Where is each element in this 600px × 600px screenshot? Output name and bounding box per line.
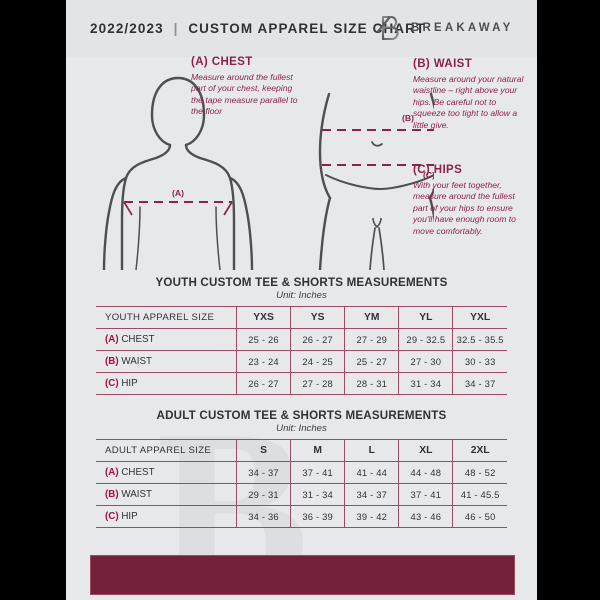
table-cell: 48 - 52 — [452, 461, 507, 484]
chest-heading: (A) CHEST — [191, 56, 253, 68]
table-cell: 34 - 37 — [452, 372, 507, 395]
hips-description-block: (C) HIPS With your feet together, measur… — [413, 164, 530, 237]
table-cell: 26 - 27 — [290, 328, 346, 351]
youth-row-label-waist: (B) WAIST — [96, 350, 237, 373]
table-cell: 34 - 36 — [236, 505, 292, 528]
table-cell: 27 - 29 — [344, 328, 400, 351]
footer-banner — [90, 555, 515, 595]
upper-body-figure — [102, 76, 254, 270]
table-cell: 34 - 37 — [236, 461, 292, 484]
adult-row-label-chest: (A) CHEST — [96, 461, 237, 484]
table-cell: 37 - 41 — [398, 483, 454, 506]
brand-lockup: BREAKAWAY — [376, 13, 514, 43]
youth-table-unit: Unit: Inches — [276, 290, 327, 301]
youth-size-col-4: YL — [398, 306, 454, 329]
table-cell: 41 - 45.5 — [452, 483, 507, 506]
table-cell: 31 - 34 — [290, 483, 346, 506]
youth-row-label-hip: (C) HIP — [96, 372, 237, 395]
table-cell: 30 - 33 — [452, 350, 507, 373]
table-cell: 37 - 41 — [290, 461, 346, 484]
youth-row-label-chest: (A) CHEST — [96, 328, 237, 351]
waist-description-block: (B) WAIST Measure around your natural wa… — [413, 58, 528, 131]
table-cell: 44 - 48 — [398, 461, 454, 484]
header-title-group: 2022/2023 | CUSTOM APPAREL SIZE CHART — [90, 21, 425, 36]
table-cell: 25 - 27 — [344, 350, 400, 373]
youth-table-title: YOUTH CUSTOM TEE & SHORTS MEASUREMENTS — [155, 276, 448, 289]
table-cell: 29 - 32.5 — [398, 328, 454, 351]
table-row: (B) WAIST 29 - 31 31 - 34 34 - 37 37 - 4… — [96, 483, 507, 506]
adult-row-label-hip: (C) HIP — [96, 505, 237, 528]
youth-size-col-2: YS — [290, 306, 346, 329]
table-cell: 41 - 44 — [344, 461, 400, 484]
table-cell: 24 - 25 — [290, 350, 346, 373]
chest-measure-line — [123, 200, 233, 216]
body-measurement-illustration: (A) (B) (C) — [102, 76, 434, 270]
figure-marker-waist: (B) — [402, 113, 414, 123]
hips-body: With your feet together, measure around … — [413, 180, 516, 236]
table-cell: 23 - 24 — [236, 350, 292, 373]
table-cell: 43 - 46 — [398, 505, 454, 528]
hips-heading: (C) HIPS — [413, 164, 463, 176]
adult-header-label: ADULT APPAREL SIZE — [96, 439, 237, 462]
adult-table-title: ADULT CUSTOM TEE & SHORTS MEASUREMENTS — [156, 409, 447, 422]
youth-size-col-1: YXS — [236, 306, 292, 329]
table-cell: 36 - 39 — [290, 505, 346, 528]
table-row: (A) CHEST 34 - 37 37 - 41 41 - 44 44 - 4… — [96, 461, 507, 484]
adult-size-table: ADULT APPAREL SIZE S M L XL 2XL (A) CHES… — [96, 439, 507, 528]
table-cell: 25 - 26 — [236, 328, 292, 351]
table-cell: 46 - 50 — [452, 505, 507, 528]
table-cell: 34 - 37 — [344, 483, 400, 506]
table-row: (C) HIP 34 - 36 36 - 39 39 - 42 43 - 46 … — [96, 505, 507, 528]
chest-description-block: (A) CHEST Measure around the fullest par… — [191, 56, 303, 118]
breakaway-b-logo-icon — [376, 15, 399, 42]
adult-table-section: ADULT CUSTOM TEE & SHORTS MEASUREMENTS U… — [96, 409, 507, 528]
table-cell: 27 - 30 — [398, 350, 454, 373]
table-cell: 31 - 34 — [398, 372, 454, 395]
adult-size-col-4: XL — [398, 439, 454, 462]
table-cell: 29 - 31 — [236, 483, 292, 506]
brand-name: BREAKAWAY — [411, 22, 514, 34]
navel-icon — [371, 141, 383, 147]
table-row: (C) HIP 26 - 27 27 - 28 28 - 31 31 - 34 … — [96, 372, 507, 395]
figure-marker-chest: (A) — [172, 188, 184, 198]
youth-table-header-row: YOUTH APPAREL SIZE YXS YS YM YL YXL — [96, 306, 507, 329]
table-row: (A) CHEST 25 - 26 26 - 27 27 - 29 29 - 3… — [96, 328, 507, 351]
adult-size-col-1: S — [236, 439, 292, 462]
table-cell: 27 - 28 — [290, 372, 346, 395]
chest-body: Measure around the fullest part of your … — [191, 72, 298, 117]
lower-body-figure — [318, 92, 434, 270]
table-cell: 28 - 31 — [344, 372, 400, 395]
page-header: 2022/2023 | CUSTOM APPAREL SIZE CHART — [66, 0, 537, 57]
youth-table-section: YOUTH CUSTOM TEE & SHORTS MEASUREMENTS U… — [96, 276, 507, 395]
size-chart-page: B 2022/2023 | CUSTOM APPAREL SIZE CHART — [66, 0, 537, 600]
adult-size-col-3: L — [344, 439, 400, 462]
header-separator: | — [173, 21, 179, 36]
page-title: CUSTOM APPAREL SIZE CHART — [188, 21, 426, 36]
adult-table-header-row: ADULT APPAREL SIZE S M L XL 2XL — [96, 439, 507, 462]
header-season: 2022/2023 — [90, 21, 164, 36]
waist-heading: (B) WAIST — [413, 58, 473, 70]
table-cell: 32.5 - 35.5 — [452, 328, 507, 351]
table-cell: 26 - 27 — [236, 372, 292, 395]
adult-size-col-5: 2XL — [452, 439, 507, 462]
figure-marker-hips: (C) — [423, 170, 434, 180]
youth-size-table: YOUTH APPAREL SIZE YXS YS YM YL YXL (A) … — [96, 306, 507, 395]
adult-table-unit: Unit: Inches — [276, 423, 327, 434]
youth-header-label: YOUTH APPAREL SIZE — [96, 306, 237, 329]
youth-size-col-5: YXL — [452, 306, 507, 329]
waist-body: Measure around your natural waistline – … — [413, 74, 524, 130]
youth-size-col-3: YM — [344, 306, 400, 329]
table-cell: 39 - 42 — [344, 505, 400, 528]
adult-size-col-2: M — [290, 439, 346, 462]
adult-row-label-waist: (B) WAIST — [96, 483, 237, 506]
table-row: (B) WAIST 23 - 24 24 - 25 25 - 27 27 - 3… — [96, 350, 507, 373]
